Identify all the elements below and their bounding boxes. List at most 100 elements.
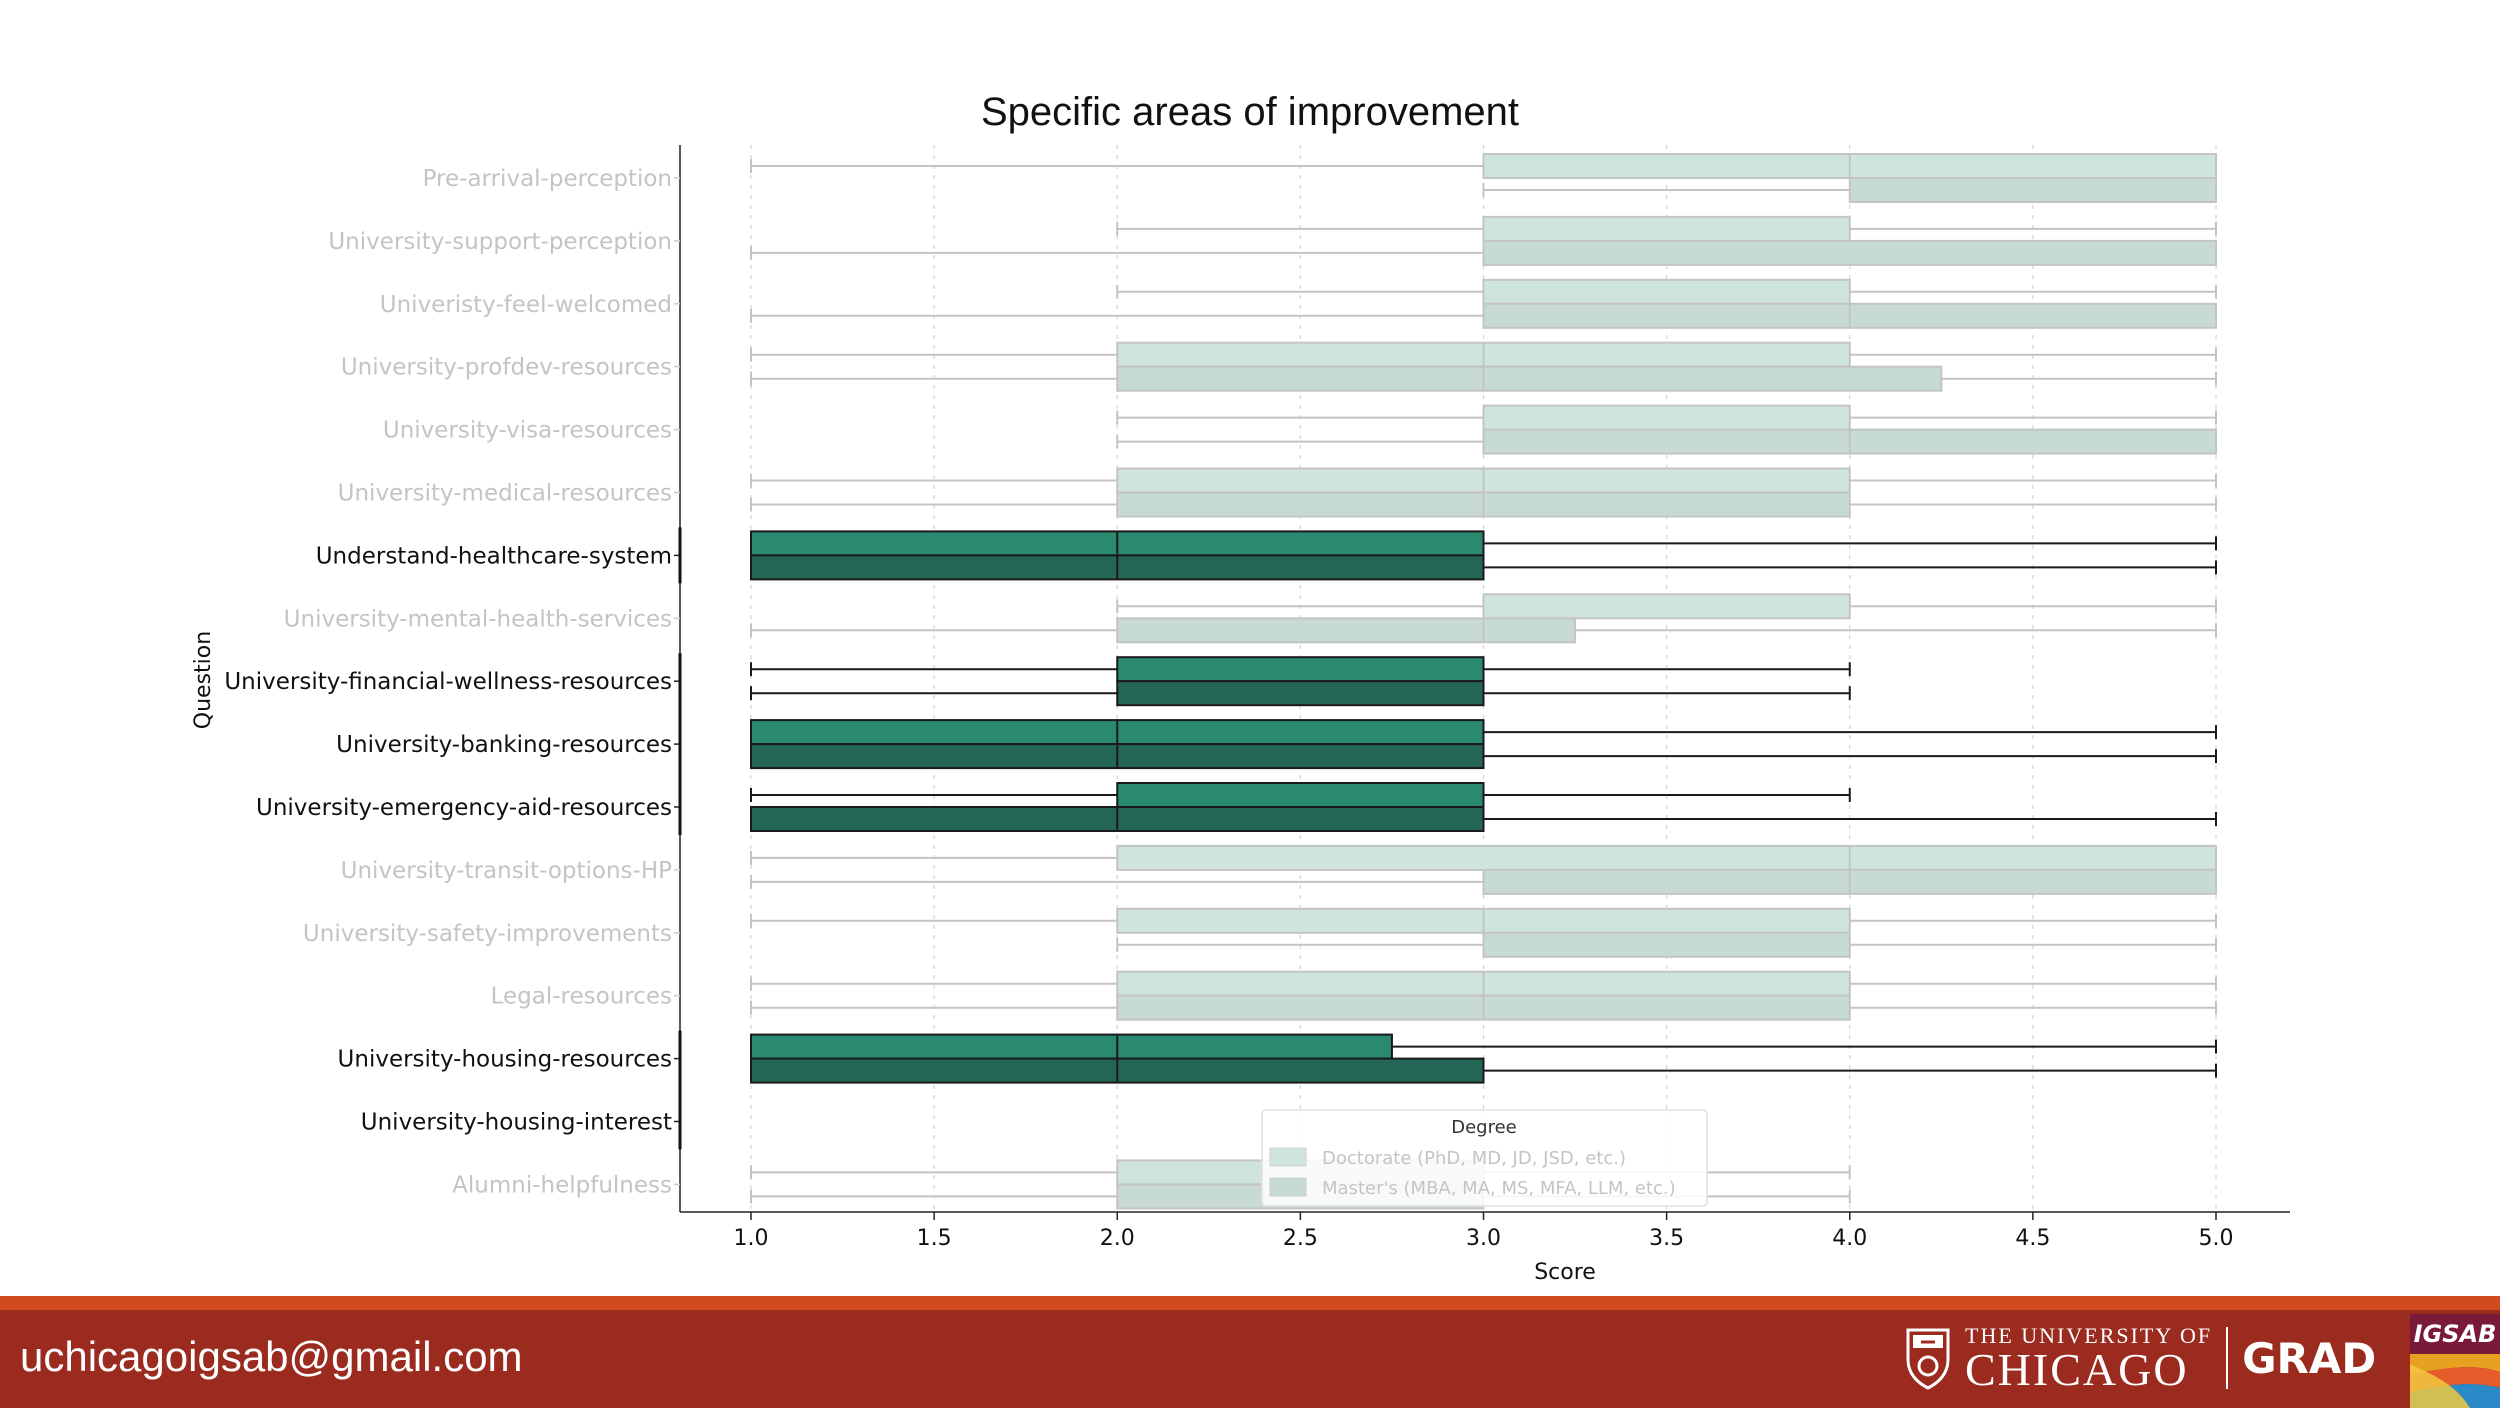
legend-swatch bbox=[1269, 1177, 1307, 1197]
category-row: Understand-healthcare-system bbox=[316, 530, 2217, 581]
y-tick-label: Legal-resources bbox=[491, 984, 672, 1010]
igsab-logo: IGSAB bbox=[2410, 1314, 2500, 1408]
y-axis-label: Question bbox=[191, 631, 216, 729]
box-masters bbox=[750, 554, 2217, 581]
legend: Degree Doctorate (PhD, MD, JD, JSD, etc.)… bbox=[1261, 1109, 1708, 1207]
chart-title: Specific areas of improvement bbox=[981, 90, 1519, 134]
logo-divider bbox=[2226, 1327, 2229, 1389]
box-masters bbox=[750, 239, 2217, 266]
box-masters bbox=[1116, 931, 2217, 958]
box-masters bbox=[750, 743, 2217, 770]
iqr-box bbox=[1116, 844, 2217, 871]
y-tick-label: Pre-arrival-perception bbox=[423, 166, 672, 192]
box-doctorate bbox=[750, 719, 2217, 746]
y-tick-label: University-transit-options-HP bbox=[341, 858, 672, 884]
box-doctorate bbox=[750, 844, 2217, 871]
category-row: University-safety-improvements bbox=[303, 907, 2217, 958]
x-tick-label: 4.0 bbox=[1832, 1226, 1867, 1251]
x-tick-label: 4.5 bbox=[2015, 1226, 2050, 1251]
legend-entry: Doctorate (PhD, MD, JD, JSD, etc.) bbox=[1322, 1148, 1626, 1169]
y-tick-label: University-financial-wellness-resources bbox=[224, 669, 672, 695]
box-masters bbox=[750, 680, 1851, 707]
y-tick-label: University-housing-resources bbox=[338, 1047, 672, 1073]
category-row: Pre-arrival-perception bbox=[423, 153, 2217, 203]
y-tick-label: Alumni-helpfulness bbox=[452, 1172, 672, 1198]
iqr-box bbox=[750, 1033, 1393, 1060]
legend-frame bbox=[1261, 1109, 1708, 1207]
category-row: University-housing-interest bbox=[361, 1110, 680, 1136]
box-doctorate bbox=[1116, 278, 2217, 305]
iqr-box bbox=[1116, 656, 1485, 683]
iqr-box bbox=[1482, 215, 1851, 242]
box-masters bbox=[1482, 177, 2217, 203]
iqr-box bbox=[1482, 239, 2217, 266]
university-of-chicago-grad-logo: THE UNIVERSITY OF CHICAGO GRAD bbox=[1905, 1323, 2376, 1393]
box-doctorate bbox=[750, 530, 2217, 557]
igsab-label: IGSAB bbox=[2414, 1320, 2497, 1348]
x-tick-label: 1.0 bbox=[734, 1226, 769, 1251]
y-tick-label: University-mental-health-services bbox=[284, 606, 672, 632]
category-row: University-mental-health-services bbox=[284, 593, 2217, 644]
box-masters bbox=[750, 1057, 2217, 1084]
y-tick-label: University-housing-interest bbox=[361, 1110, 672, 1136]
x-tick-label: 5.0 bbox=[2199, 1226, 2234, 1251]
y-tick-label: University-visa-resources bbox=[383, 418, 672, 444]
y-tick-label: University-banking-resources bbox=[336, 732, 672, 758]
category-row: Univeristy-feel-welcomed bbox=[380, 278, 2217, 329]
box-masters bbox=[750, 806, 2217, 832]
uchicago-shield-icon bbox=[1906, 1328, 1950, 1390]
iqr-box bbox=[1482, 931, 1851, 958]
legend-swatch bbox=[1269, 1147, 1307, 1167]
iqr-box bbox=[1116, 365, 1943, 392]
box-doctorate bbox=[750, 782, 1851, 808]
category-row: University-profdev-resources bbox=[341, 341, 2217, 392]
y-tick-label: Understand-healthcare-system bbox=[316, 543, 672, 569]
box-masters bbox=[750, 491, 2217, 518]
box-doctorate bbox=[1116, 593, 2217, 620]
box-doctorate bbox=[750, 907, 2217, 934]
box-doctorate bbox=[1116, 215, 2217, 242]
x-tick-label: 3.5 bbox=[1649, 1226, 1684, 1251]
y-tick-label: University-support-perception bbox=[328, 229, 672, 255]
box-doctorate bbox=[750, 1033, 2217, 1060]
box-masters bbox=[750, 994, 2217, 1021]
category-row: University-housing-resources bbox=[338, 1033, 2217, 1084]
y-tick-label: University-safety-improvements bbox=[303, 921, 672, 947]
iqr-box bbox=[1116, 680, 1485, 707]
iqr-box bbox=[1116, 782, 1485, 808]
x-tick-label: 2.5 bbox=[1283, 1226, 1318, 1251]
box-masters bbox=[750, 302, 2217, 329]
box-doctorate bbox=[1116, 404, 2217, 431]
footer-bar bbox=[0, 1310, 2500, 1408]
x-tick-label: 3.0 bbox=[1466, 1226, 1501, 1251]
box-doctorate bbox=[750, 656, 1851, 683]
box-plot-chart: Specific areas of improvement 1.0 1.5 2.0 2.… bbox=[191, 90, 2290, 1285]
iqr-box bbox=[1482, 278, 1851, 305]
contact-email[interactable]: uchicagoigsab@gmail.com bbox=[20, 1333, 523, 1380]
x-tick-label: 1.5 bbox=[917, 1226, 952, 1251]
box-masters bbox=[750, 365, 2217, 392]
iqr-box bbox=[1482, 404, 1851, 431]
category-row: University-transit-options-HP bbox=[341, 844, 2217, 895]
y-tick-label: University-medical-resources bbox=[338, 481, 672, 507]
y-tick-label: University-emergency-aid-resources bbox=[256, 795, 672, 821]
category-row: University-financial-wellness-resources bbox=[224, 656, 1851, 707]
category-row: University-visa-resources bbox=[383, 404, 2217, 455]
logo-the-university-of: THE UNIVERSITY OF bbox=[1965, 1323, 2213, 1348]
legend-entry: Master's (MBA, MA, MS, MFA, LLM, etc.) bbox=[1322, 1178, 1676, 1199]
box-masters bbox=[750, 617, 2217, 644]
category-row: University-medical-resources bbox=[338, 467, 2217, 518]
category-row: University-support-perception bbox=[328, 215, 2217, 266]
category-row: Legal-resources bbox=[491, 970, 2217, 1021]
box-doctorate bbox=[750, 341, 2217, 368]
y-tick-label: University-profdev-resources bbox=[341, 355, 672, 381]
box-masters bbox=[1116, 428, 2217, 455]
category-row: University-emergency-aid-resources bbox=[256, 782, 2217, 832]
footer-accent-stripe bbox=[0, 1296, 2500, 1310]
logo-grad: GRAD bbox=[2242, 1333, 2377, 1383]
x-tick-label: 2.0 bbox=[1100, 1226, 1135, 1251]
category-row: University-banking-resources bbox=[336, 719, 2217, 770]
iqr-box bbox=[1848, 177, 2217, 203]
iqr-box bbox=[1116, 617, 1577, 644]
logo-chicago: CHICAGO bbox=[1965, 1344, 2189, 1395]
